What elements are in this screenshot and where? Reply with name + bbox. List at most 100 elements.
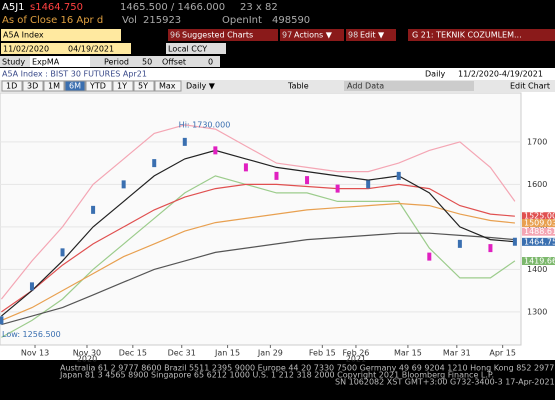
button-label[interactable]: Edit ▼: [360, 31, 385, 40]
toolbar-button[interactable]: [280, 29, 344, 41]
period-label[interactable]: 5Y: [138, 82, 148, 91]
period-label[interactable]: 6M: [69, 82, 81, 91]
x-tick-label: Nov 30: [73, 349, 101, 358]
period-button[interactable]: [64, 80, 86, 92]
series-line: [1, 202, 515, 321]
toolbar-button[interactable]: [346, 29, 396, 41]
period-label[interactable]: Max: [159, 82, 176, 91]
study-field[interactable]: [30, 56, 90, 67]
candle: [60, 248, 65, 257]
last-value-box: [522, 257, 555, 266]
page-button[interactable]: [408, 29, 555, 41]
period-button[interactable]: [85, 80, 113, 92]
period-button[interactable]: [154, 80, 182, 92]
year-label: 2021: [346, 355, 366, 364]
label: OpenInt: [222, 15, 262, 26]
label: Offset: [162, 58, 186, 67]
label: G 21: TEKNIK COZUMLEM...: [412, 31, 522, 40]
button-label[interactable]: Actions ▼: [294, 31, 333, 40]
frequency[interactable]: Daily ▼: [186, 82, 216, 91]
series-line: [1, 175, 516, 338]
x-tick-label: Feb 26: [343, 349, 370, 358]
label: 96: [170, 31, 180, 40]
period-label[interactable]: YTD: [89, 82, 106, 91]
last-value-box: [522, 219, 555, 228]
label: Add Data: [347, 82, 384, 91]
label: 11/02/2020: [3, 45, 49, 54]
security-field[interactable]: [1, 29, 121, 41]
period-label[interactable]: 3D: [27, 82, 38, 91]
footer-line: Japan 81 3 4565 8900 Singapore 65 6212 1…: [59, 371, 494, 380]
last-value-box: [522, 227, 555, 236]
button-label[interactable]: Suggested Charts: [182, 31, 253, 40]
last-value-label: 1509.033: [524, 219, 555, 228]
y-tick-label: 1600: [527, 180, 547, 189]
label: 0: [208, 58, 213, 67]
period-label[interactable]: 1Y: [117, 82, 127, 91]
label: Study: [2, 58, 25, 67]
last-value-box: [522, 237, 555, 246]
label: 23 x 82: [240, 2, 278, 13]
label: A5J1: [2, 2, 25, 13]
candle: [396, 171, 401, 180]
x-tick-label: Mar 15: [394, 349, 422, 358]
label: 50: [142, 58, 152, 67]
edit-chart[interactable]: Edit Chart: [510, 82, 550, 91]
last-value-label: 1419.661: [524, 257, 555, 266]
series-line: [1, 183, 515, 313]
label: 97: [282, 31, 292, 40]
candle: [29, 282, 34, 291]
period-button[interactable]: [43, 80, 65, 92]
table-button[interactable]: Table: [287, 82, 309, 91]
security-input[interactable]: A5A Index: [3, 31, 44, 40]
ccy-field[interactable]: [166, 43, 226, 54]
annotation: Hi: 1730.000: [179, 121, 231, 130]
last-value-label: 1488.616: [524, 227, 555, 236]
candle: [512, 237, 517, 246]
label: ExpMA: [32, 58, 60, 67]
label: Daily: [425, 70, 446, 79]
toolbar-button[interactable]: [168, 29, 278, 41]
x-tick-label: Jan 29: [257, 349, 283, 358]
candle: [182, 137, 187, 146]
date-field[interactable]: [1, 43, 131, 54]
x-tick-label: Dec 15: [119, 349, 147, 358]
x-tick-label: Nov 13: [21, 349, 49, 358]
annotation: Low: 1256.500: [2, 330, 61, 339]
period-button[interactable]: [22, 80, 44, 92]
period-button[interactable]: [133, 80, 155, 92]
year-label: 2020: [77, 355, 97, 364]
candle: [274, 171, 279, 180]
label: 1465.500 / 1466.000: [120, 2, 225, 13]
period-button[interactable]: [112, 80, 134, 92]
label: s1464.750: [30, 2, 83, 13]
label: 11/2/2020-4/19/2021: [458, 70, 543, 79]
label: 04/19/2021: [68, 45, 114, 54]
candle: [457, 239, 462, 248]
candle: [213, 146, 218, 155]
period-label[interactable]: 1D: [6, 82, 17, 91]
footer-line: Australia 61 2 9777 8600 Brazil 5511 239…: [60, 364, 555, 373]
add-data-field[interactable]: [344, 81, 474, 91]
y-tick-label: 1700: [527, 137, 547, 146]
label: Period: [104, 58, 129, 67]
label: 215923: [143, 15, 181, 26]
candle: [152, 159, 157, 168]
period-label[interactable]: 1M: [48, 82, 60, 91]
period-button[interactable]: [1, 80, 23, 92]
candle: [488, 244, 493, 253]
series-line: [1, 149, 515, 317]
last-value-box: [522, 212, 555, 221]
candle: [305, 176, 310, 185]
candle: [91, 205, 96, 214]
candle: [366, 180, 371, 189]
series-line: [1, 232, 515, 326]
candle: [0, 316, 4, 325]
candle: [335, 184, 340, 193]
x-tick-label: Mar 31: [443, 349, 471, 358]
label: A5A Index : BIST 30 FUTURES Apr21: [2, 70, 147, 79]
y-tick-label: 1300: [527, 307, 547, 316]
label: 498590: [272, 15, 310, 26]
label: Local CCY: [168, 45, 207, 54]
